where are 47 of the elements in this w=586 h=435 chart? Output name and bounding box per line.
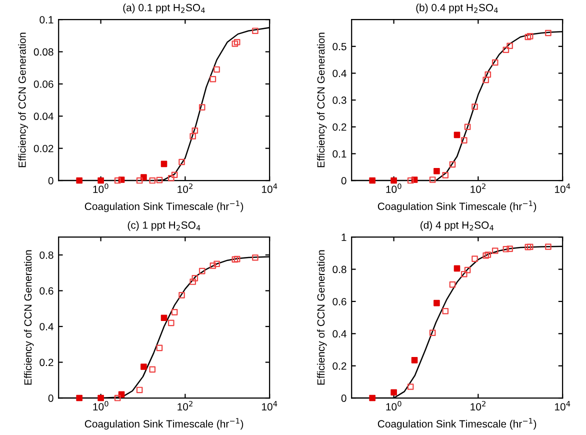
x-tick-label: 10$^{0}$ [386,183,402,193]
y-tick-label: 0.4 [332,330,346,338]
y-tick-label: 0.08 [34,48,54,56]
y-tick-label: 0 [48,177,54,184]
x-tick-label: 10$^{0}$ [93,183,108,193]
x-axis-title: Coagulation Sink Timescale (hr$^{−1}$) [84,200,244,212]
chart-title: (b) 0.4 ppt H$_{2}$SO$_{4}$ [416,4,498,14]
x-tick-label: 10$^{0}$ [93,400,108,410]
y-tick-label: 0 [48,394,54,402]
x-axis-title: Coagulation Sink Timescale (hr$^{−1}$) [378,418,536,430]
x-axis-title: Coagulation Sink Timescale (hr$^{−1}$) [378,200,536,212]
x-tick-label: 10$^{2}$ [470,183,486,193]
chart-title: (d) 4 ppt H$_{2}$SO$_{4}$ [420,221,494,231]
y-tick-label: 0.2 [40,358,54,366]
y-tick-label: 0.1 [332,150,346,158]
y-tick-label: 0 [341,177,346,184]
y-tick-label: 0.02 [34,144,54,152]
y-tick-label: 0.6 [40,287,54,295]
y-tick-label: 0.8 [40,251,54,259]
y-tick-label: 0.2 [332,123,346,131]
x-tick-label: 10$^{4}$ [555,184,570,193]
y-tick-label: 0.2 [332,362,346,370]
y-axis-title: Efficiency of CCN Generation [316,32,327,168]
x-axis-title: Coagulation Sink Timescale (hr$^{−1}$) [84,418,244,430]
x-tick-label: 10$^{4}$ [555,401,570,410]
x-tick-label: 10$^{4}$ [262,184,278,193]
y-tick-label: 0.1 [40,16,54,24]
y-tick-label: 1 [342,234,346,241]
y-tick-label: 0.4 [332,70,346,78]
y-tick-label: 0.04 [34,112,54,120]
chart-title: (a) 0.1 ppt H$_{2}$SO$_{4}$ [123,4,205,14]
x-tick-label: 10$^{2}$ [470,400,486,410]
y-tick-label: 0.6 [332,298,346,306]
y-axis-title: Efficiency of CCN Generation [316,250,327,385]
y-tick-label: 0 [341,394,346,402]
chart-title: (c) 1 ppt H$_{2}$SO$_{4}$ [128,221,200,231]
x-tick-label: 10$^{2}$ [178,183,192,193]
y-tick-label: 0.5 [332,42,346,50]
y-tick-label: 0.3 [332,96,346,104]
y-axis-title: Efficiency of CCN Generation [18,32,28,168]
y-tick-label: 0.8 [332,266,346,274]
y-tick-label: 0.4 [40,322,54,330]
x-tick-label: 10$^{0}$ [386,400,402,410]
x-tick-label: 10$^{2}$ [178,400,192,410]
y-axis-title: Efficiency of CCN Generation [24,250,34,385]
x-tick-label: 10$^{4}$ [262,401,278,410]
y-tick-label: 0.06 [34,80,54,88]
